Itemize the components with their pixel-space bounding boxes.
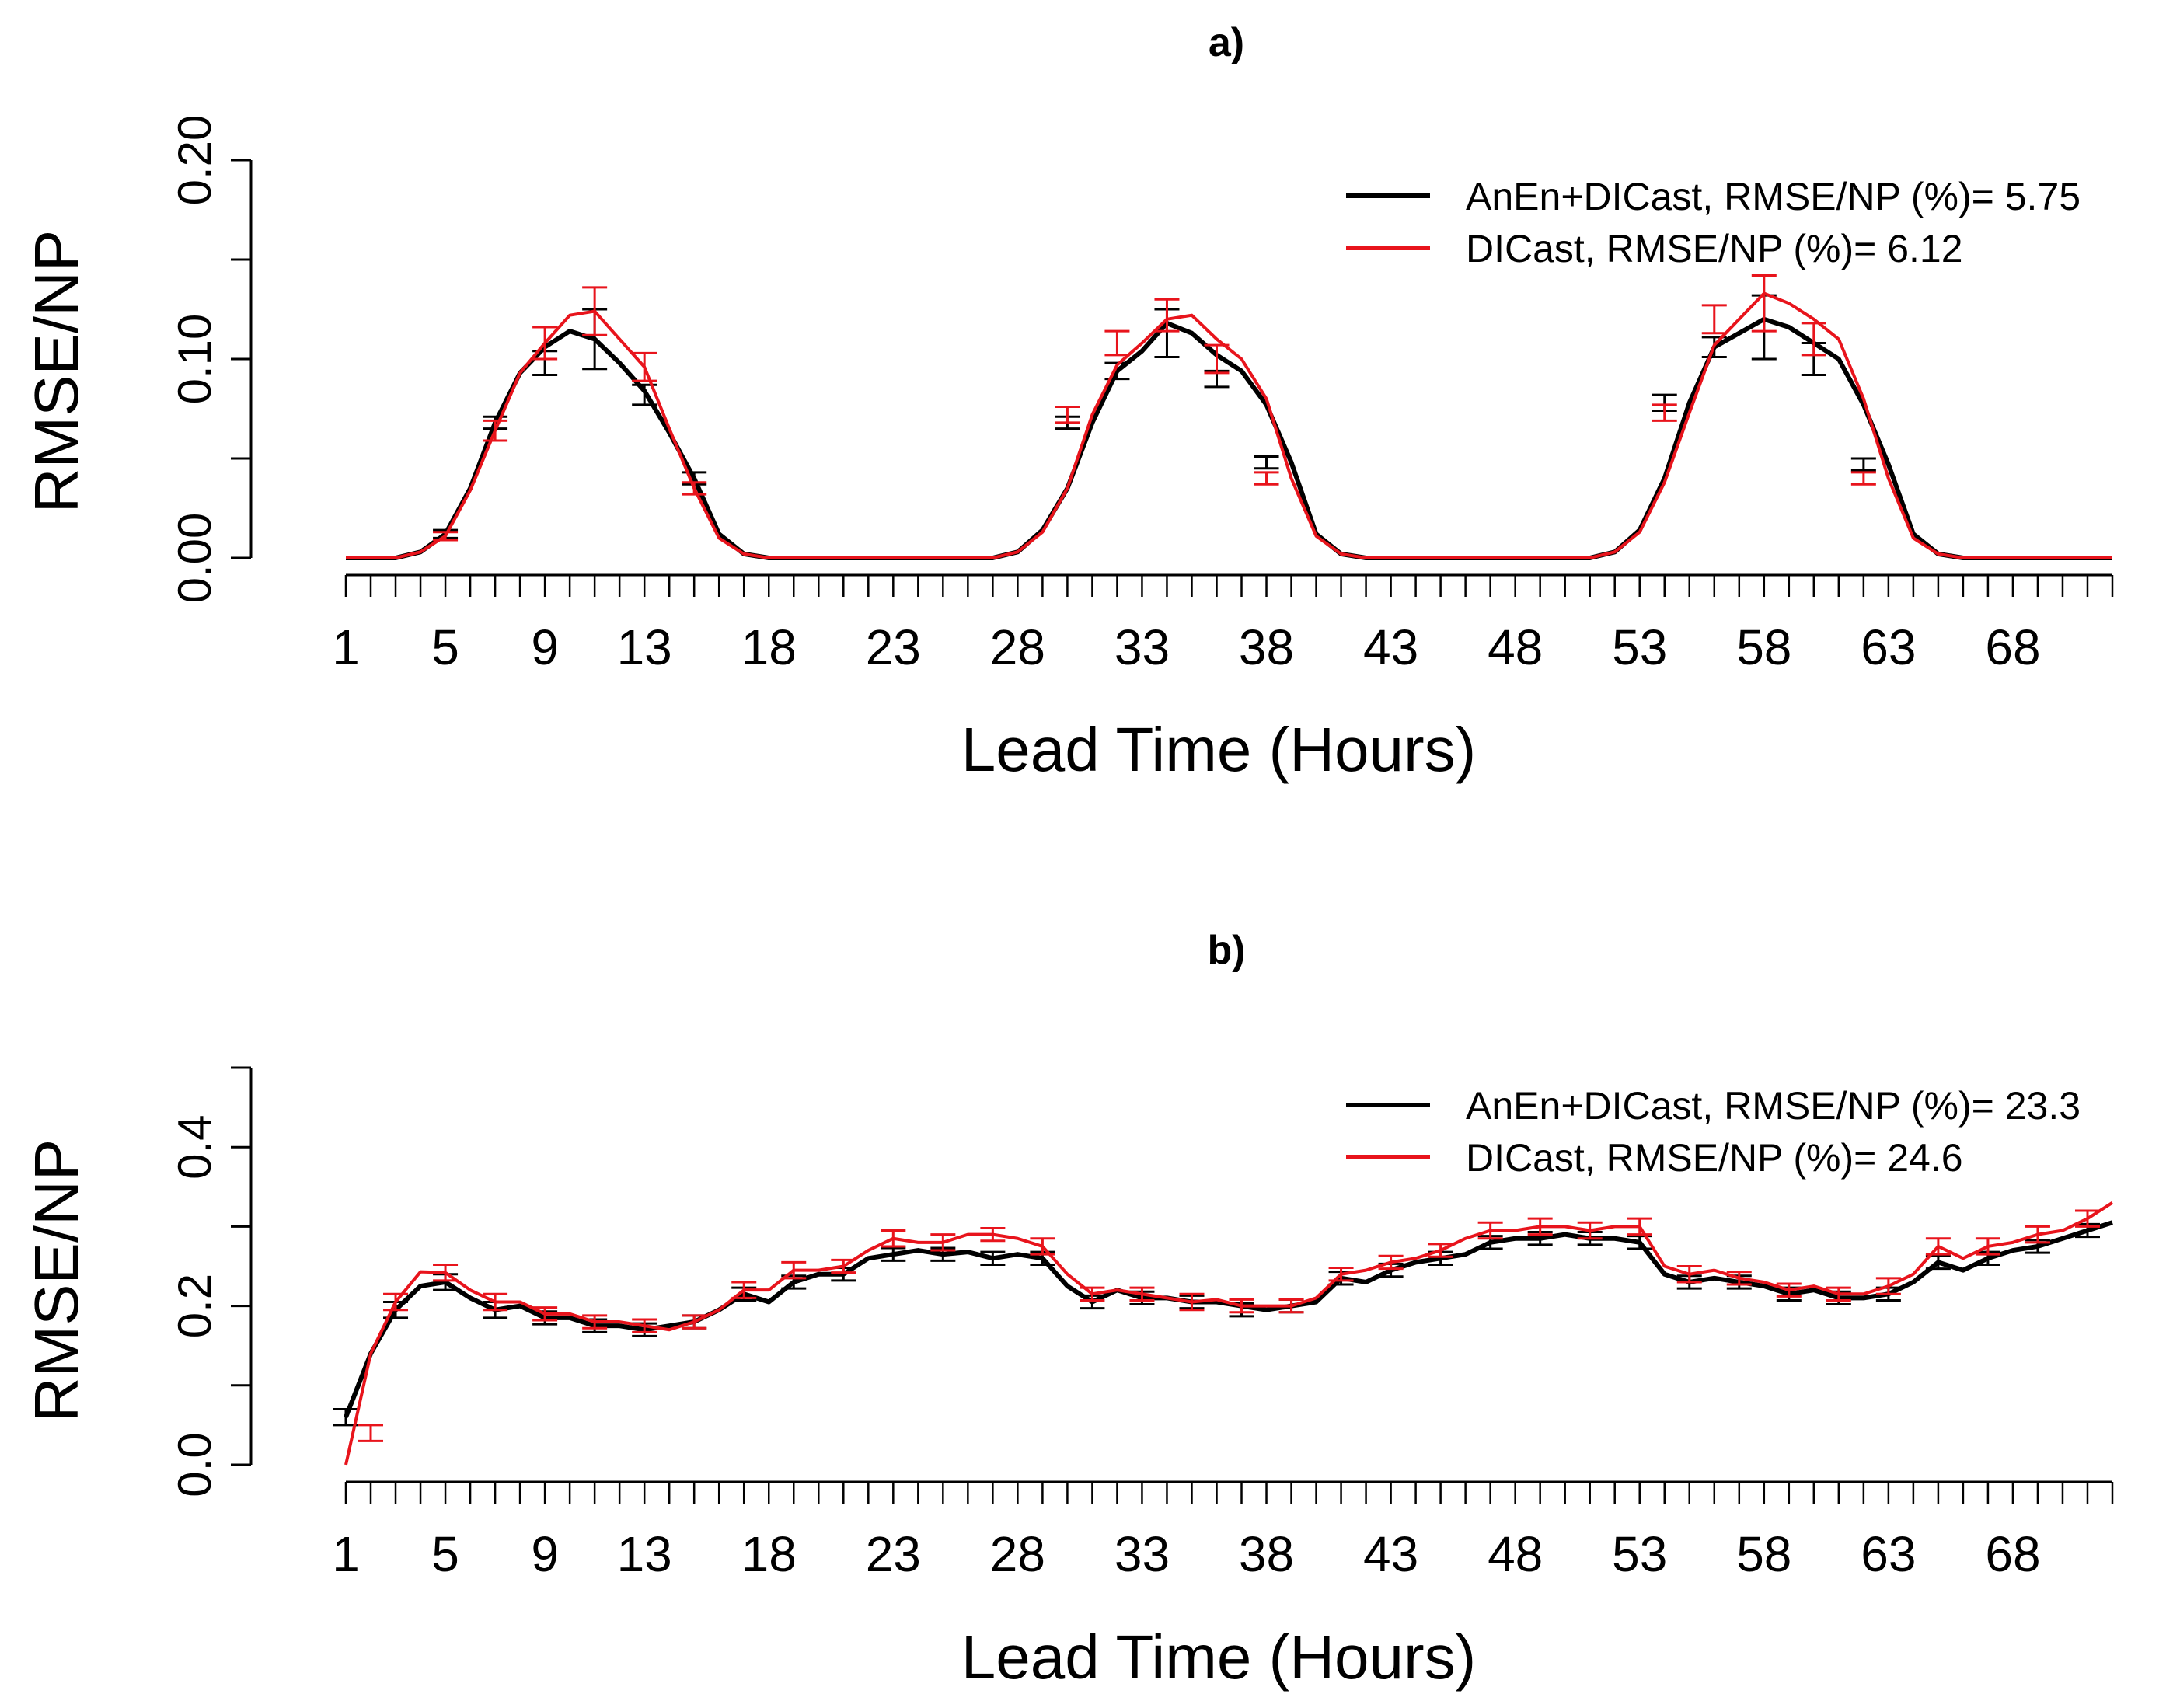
x-tick-label: 1 [332,619,360,675]
x-tick-label: 23 [866,619,921,675]
panel-a-title: a) [1209,20,1244,65]
panel-a-xlabel: Lead Time (Hours) [961,715,1476,784]
x-tick-label: 38 [1239,619,1294,675]
panel-b-ylabel: RMSE/NP [22,1139,91,1423]
x-tick-label: 63 [1861,1526,1916,1582]
x-tick-label: 5 [431,1526,459,1582]
x-tick-label: 53 [1612,619,1667,675]
series-line-1 [346,291,2112,559]
x-tick-label: 13 [617,619,672,675]
y-tick-label: 0.00 [169,513,221,604]
x-tick-label: 53 [1612,1526,1667,1582]
x-tick-label: 1 [332,1526,360,1582]
y-tick-label: 0.10 [169,314,221,405]
x-tick-label: 38 [1239,1526,1294,1582]
legend-label-1: DICast, RMSE/NP (%)= 6.12 [1466,227,1963,270]
x-tick-label: 68 [1985,619,2040,675]
x-tick-label: 48 [1488,1526,1543,1582]
x-tick-label: 5 [431,619,459,675]
x-tick-label: 43 [1363,619,1418,675]
y-tick-label: 0.0 [169,1432,221,1497]
x-tick-label: 48 [1488,619,1543,675]
x-tick-label: 13 [617,1526,672,1582]
x-tick-label: 18 [741,1526,797,1582]
legend-label-0: AnEn+DICast, RMSE/NP (%)= 23.3 [1466,1084,2081,1128]
series-line-0 [344,1220,2113,1418]
panel-a-ylabel: RMSE/NP [22,230,91,514]
legend-label-0: AnEn+DICast, RMSE/NP (%)= 5.75 [1466,175,2081,218]
x-tick-label: 28 [990,1526,1045,1582]
x-tick-label: 9 [531,619,559,675]
series-line-1 [344,1201,2114,1466]
series-line-0 [346,316,2112,560]
x-tick-label: 58 [1736,1526,1791,1582]
panel-a: a) RMSE/NP Lead Time (Hours) 0.00 0.10 0.2… [22,20,2114,784]
x-tick-label: 33 [1114,619,1170,675]
y-tick-label: 0.2 [169,1274,221,1338]
legend-label-1: DICast, RMSE/NP (%)= 24.6 [1466,1136,1963,1180]
x-tick-label: 63 [1861,619,1916,675]
x-tick-label: 43 [1363,1526,1418,1582]
x-tick-label: 68 [1985,1526,2040,1582]
x-tick-label: 23 [866,1526,921,1582]
panel-b: b) RMSE/NP Lead Time (Hours) 0.0 0.2 0.4 1 5… [22,928,2114,1692]
panel-b-title: b) [1207,928,1245,973]
panel-b-xlabel: Lead Time (Hours) [961,1623,1476,1692]
x-tick-label: 58 [1736,619,1791,675]
x-tick-label: 33 [1114,1526,1170,1582]
x-tick-label: 28 [990,619,1045,675]
x-tick-label: 9 [531,1526,559,1582]
y-tick-label: 0.4 [169,1114,221,1179]
y-tick-label: 0.20 [169,115,221,206]
x-tick-label: 18 [741,619,797,675]
